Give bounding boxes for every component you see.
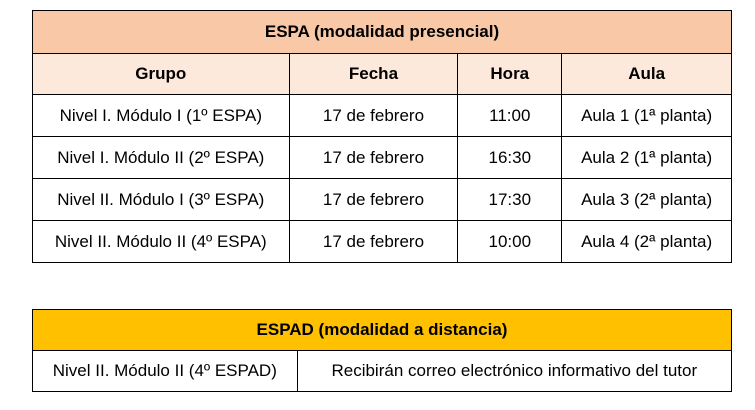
header-fecha: Fecha xyxy=(288,53,459,95)
table-row: Nivel I. Módulo I (1º ESPA) 17 de febrer… xyxy=(32,94,732,137)
cell-grupo: Nivel II. Módulo I (3º ESPA) xyxy=(32,178,290,221)
table-row: Nivel II. Módulo I (3º ESPA) 17 de febre… xyxy=(32,178,732,221)
header-grupo: Grupo xyxy=(32,53,290,95)
cell-aula: Aula 3 (2ª planta) xyxy=(561,178,732,221)
cell-fecha: 17 de febrero xyxy=(288,136,459,179)
cell-fecha: 17 de febrero xyxy=(288,178,459,221)
cell-hora: 17:30 xyxy=(457,178,563,221)
cell-fecha: 17 de febrero xyxy=(288,220,459,263)
cell-aula: Aula 2 (1ª planta) xyxy=(561,136,732,179)
cell-aula: Aula 1 (1ª planta) xyxy=(561,94,732,137)
cell-hora: 16:30 xyxy=(457,136,563,179)
cell-grupo: Nivel II. Módulo II (4º ESPAD) xyxy=(32,350,298,392)
table-row: Nivel II. Módulo II (4º ESPAD) Recibirán… xyxy=(32,350,733,392)
cell-hora: 11:00 xyxy=(457,94,563,137)
espa-title: ESPA (modalidad presencial) xyxy=(32,10,732,54)
cell-grupo: Nivel II. Módulo II (4º ESPA) xyxy=(32,220,290,263)
cell-aula: Aula 4 (2ª planta) xyxy=(561,220,732,263)
table-row: Nivel II. Módulo II (4º ESPA) 17 de febr… xyxy=(32,220,732,263)
header-aula: Aula xyxy=(561,53,732,95)
cell-grupo: Nivel I. Módulo II (2º ESPA) xyxy=(32,136,290,179)
espad-title: ESPAD (modalidad a distancia) xyxy=(32,309,732,351)
cell-fecha: 17 de febrero xyxy=(288,94,459,137)
espa-header-row: Grupo Fecha Hora Aula xyxy=(32,53,732,95)
header-hora: Hora xyxy=(457,53,563,95)
cell-grupo: Nivel I. Módulo I (1º ESPA) xyxy=(32,94,290,137)
espa-table: ESPA (modalidad presencial) Grupo Fecha … xyxy=(32,10,732,263)
table-row: Nivel I. Módulo II (2º ESPA) 17 de febre… xyxy=(32,136,732,179)
espad-table: ESPAD (modalidad a distancia) Nivel II. … xyxy=(32,309,733,392)
cell-hora: 10:00 xyxy=(457,220,563,263)
cell-info: Recibirán correo electrónico informativo… xyxy=(296,350,733,392)
